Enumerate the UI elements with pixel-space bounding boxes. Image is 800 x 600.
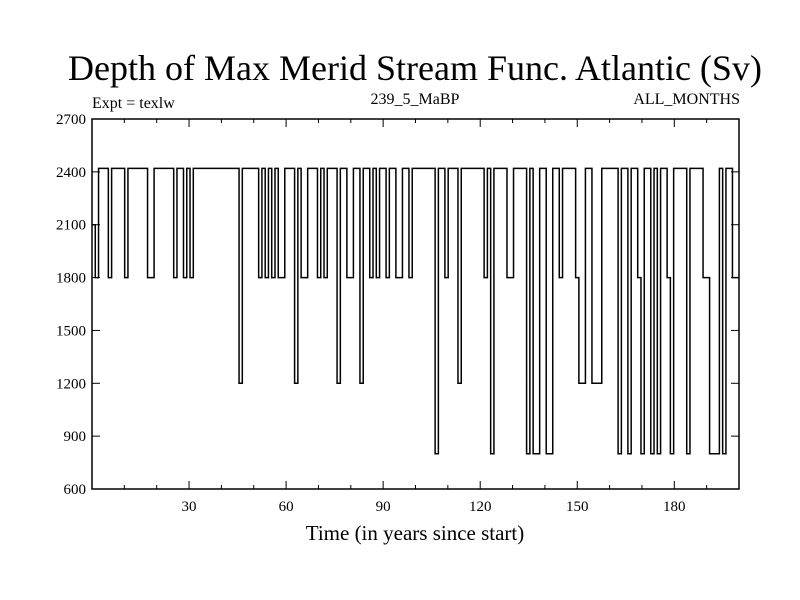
x-tick-label: 180 xyxy=(663,499,686,515)
x-tick-label: 60 xyxy=(279,499,294,515)
plot-frame xyxy=(91,118,740,490)
x-tick-label: 120 xyxy=(469,499,492,515)
y-tick-label: 2400 xyxy=(56,165,86,181)
experiment-label: Expt = texlw xyxy=(92,95,175,112)
chart-title: Depth of Max Merid Stream Func. Atlantic… xyxy=(68,48,762,88)
x-tick-label: 150 xyxy=(566,499,589,515)
x-axis-label: Time (in years since start) xyxy=(306,521,525,545)
y-tick-label: 600 xyxy=(64,482,87,498)
months-label: ALL_MONTHS xyxy=(633,91,740,108)
axis-ticks xyxy=(92,118,739,490)
y-tick-label: 2100 xyxy=(56,218,86,234)
y-tick-label: 1200 xyxy=(56,376,86,392)
run-id-label: 239_5_MaBP xyxy=(371,91,460,108)
y-tick-labels: 600 900 1200 1500 1800 2100 2400 2700 xyxy=(56,112,86,498)
y-tick-label: 1500 xyxy=(56,323,86,339)
y-tick-label: 900 xyxy=(64,429,87,445)
x-tick-label: 30 xyxy=(182,499,197,515)
x-tick-labels: 30 60 90 120 150 180 xyxy=(182,499,686,515)
series-line xyxy=(92,167,739,455)
y-tick-label: 2700 xyxy=(56,112,86,128)
x-tick-label: 90 xyxy=(376,499,391,515)
y-tick-label: 1800 xyxy=(56,271,86,287)
